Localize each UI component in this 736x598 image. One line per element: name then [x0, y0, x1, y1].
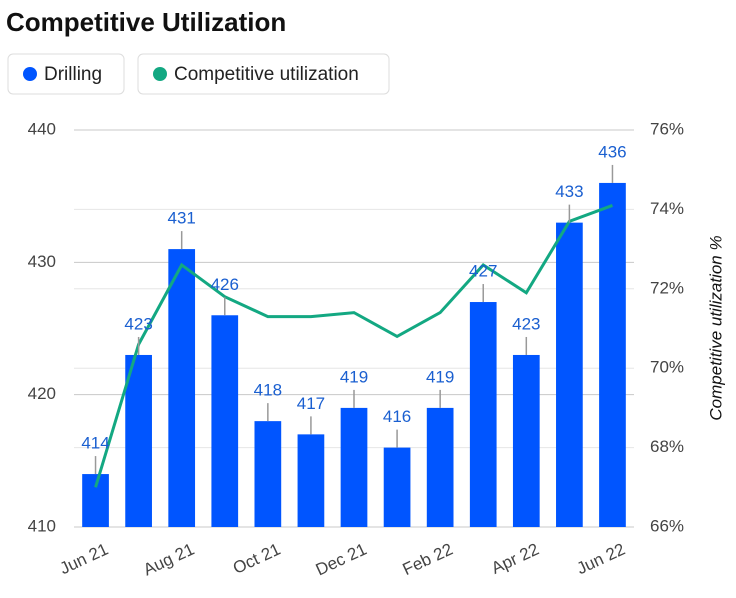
y2-tick-label: 70% — [650, 358, 684, 377]
data-label: 427 — [469, 262, 497, 281]
data-label: 417 — [297, 394, 325, 413]
y-tick-label: 410 — [28, 516, 56, 535]
x-tick-label: Apr 22 — [488, 539, 541, 577]
bar — [297, 434, 325, 527]
legend-label: Competitive utilization — [174, 64, 359, 85]
data-label: 423 — [124, 314, 152, 333]
y2-tick-label: 74% — [650, 199, 684, 218]
bar — [168, 249, 196, 527]
data-label: 419 — [426, 367, 454, 386]
bar — [469, 302, 497, 527]
y2-axis-label: Competitive utilization % — [706, 235, 725, 420]
y2-tick-label: 72% — [650, 278, 684, 297]
bar — [426, 407, 454, 527]
data-label: 433 — [555, 182, 583, 201]
legend-marker — [23, 67, 37, 81]
data-label: 423 — [512, 314, 540, 333]
bar — [82, 474, 109, 527]
bar — [512, 354, 540, 527]
line — [94, 204, 613, 488]
x-tick-label: Jun 21 — [57, 539, 111, 578]
data-label: 436 — [598, 142, 626, 161]
bar — [556, 222, 583, 527]
bar — [211, 315, 239, 527]
x-tick-label: Oct 21 — [230, 539, 283, 577]
data-label: 418 — [254, 381, 282, 400]
bar — [125, 354, 152, 527]
data-label: 426 — [211, 275, 239, 294]
x-tick-label: Dec 21 — [313, 539, 370, 579]
x-tick-label: Jun 22 — [574, 539, 628, 578]
chart-title: Competitive Utilization — [6, 7, 286, 37]
y-tick-label: 430 — [28, 252, 56, 271]
data-label: 414 — [81, 434, 109, 453]
bar — [340, 407, 368, 527]
data-label: 419 — [340, 367, 368, 386]
y-tick-label: 420 — [28, 384, 56, 403]
data-label: 431 — [168, 209, 196, 228]
x-tick-label: Feb 22 — [400, 539, 456, 579]
legend-label: Drilling — [44, 64, 102, 85]
y-tick-label: 440 — [28, 119, 56, 138]
bar — [383, 447, 411, 527]
y2-tick-label: 66% — [650, 516, 684, 535]
bar — [599, 182, 626, 527]
bar — [254, 421, 282, 527]
x-tick-label: Aug 21 — [140, 539, 197, 579]
legend-box[interactable] — [137, 53, 390, 95]
legend-marker — [153, 67, 167, 81]
y2-tick-label: 68% — [650, 437, 684, 456]
y2-tick-label: 76% — [650, 119, 684, 138]
legend-box[interactable] — [7, 53, 125, 95]
data-label: 416 — [383, 407, 411, 426]
